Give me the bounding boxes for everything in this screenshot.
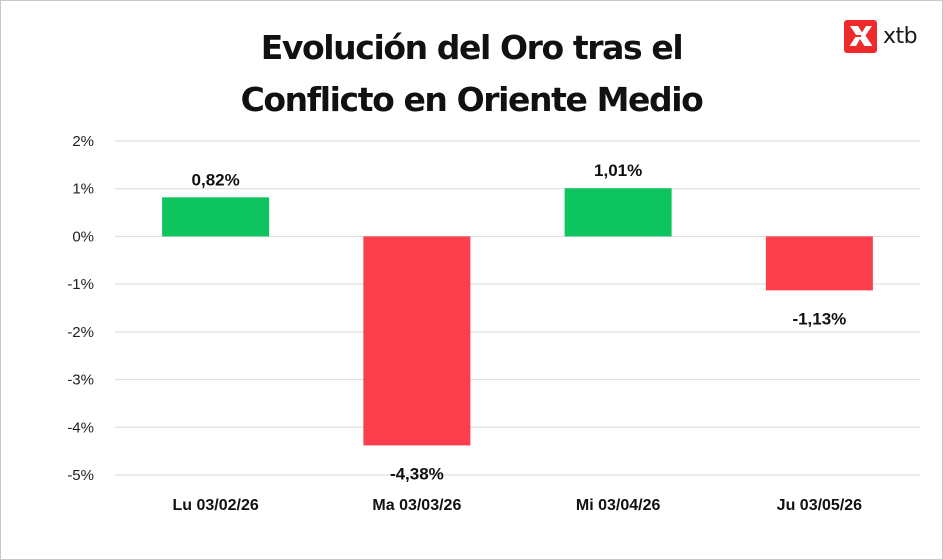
y-tick-label: -2% xyxy=(67,324,94,341)
x-axis-categories: Lu 03/02/26 Ma 03/03/26 Mi 03/04/26 Ju 03/0… xyxy=(172,497,862,514)
y-tick-label: -4% xyxy=(67,419,94,436)
x-category-label: Ju 03/05/26 xyxy=(777,497,863,514)
x-category-label: Lu 03/02/26 xyxy=(172,497,258,514)
data-labels: 0,82% -4,38% 1,01% -1,13% xyxy=(192,161,847,483)
y-tick-label: 2% xyxy=(72,133,94,150)
y-axis-ticks: 2% 1% 0% -1% -2% -3% -4% -5% xyxy=(67,133,94,484)
data-label: 0,82% xyxy=(192,170,240,189)
bar xyxy=(765,236,873,291)
y-tick-label: -3% xyxy=(67,372,94,389)
bar xyxy=(162,197,270,237)
bar xyxy=(564,188,672,237)
y-tick-label: 0% xyxy=(72,228,94,245)
chart-title-line-2: Conflicto en Oriente Medio xyxy=(240,80,704,119)
bar xyxy=(363,236,471,446)
xtb-logo: xtb xyxy=(844,18,918,54)
x-category-label: Mi 03/04/26 xyxy=(576,497,661,514)
bars xyxy=(162,188,873,446)
chart-title-line-1: Evolución del Oro tras el xyxy=(260,28,684,67)
chart-title: Evolución del Oro tras el Conflicto en O… xyxy=(0,22,943,126)
y-tick-label: 1% xyxy=(72,181,94,198)
data-label: -1,13% xyxy=(792,309,846,328)
x-category-label: Ma 03/03/26 xyxy=(372,497,461,514)
grid-lines xyxy=(115,140,920,476)
xtb-x-logo-icon xyxy=(844,19,877,53)
data-label: -4,38% xyxy=(390,464,444,483)
xtb-logo-text: xtb xyxy=(883,23,918,49)
data-label: 1,01% xyxy=(594,161,642,180)
y-tick-label: -1% xyxy=(67,276,94,293)
y-tick-label: -5% xyxy=(67,467,94,484)
